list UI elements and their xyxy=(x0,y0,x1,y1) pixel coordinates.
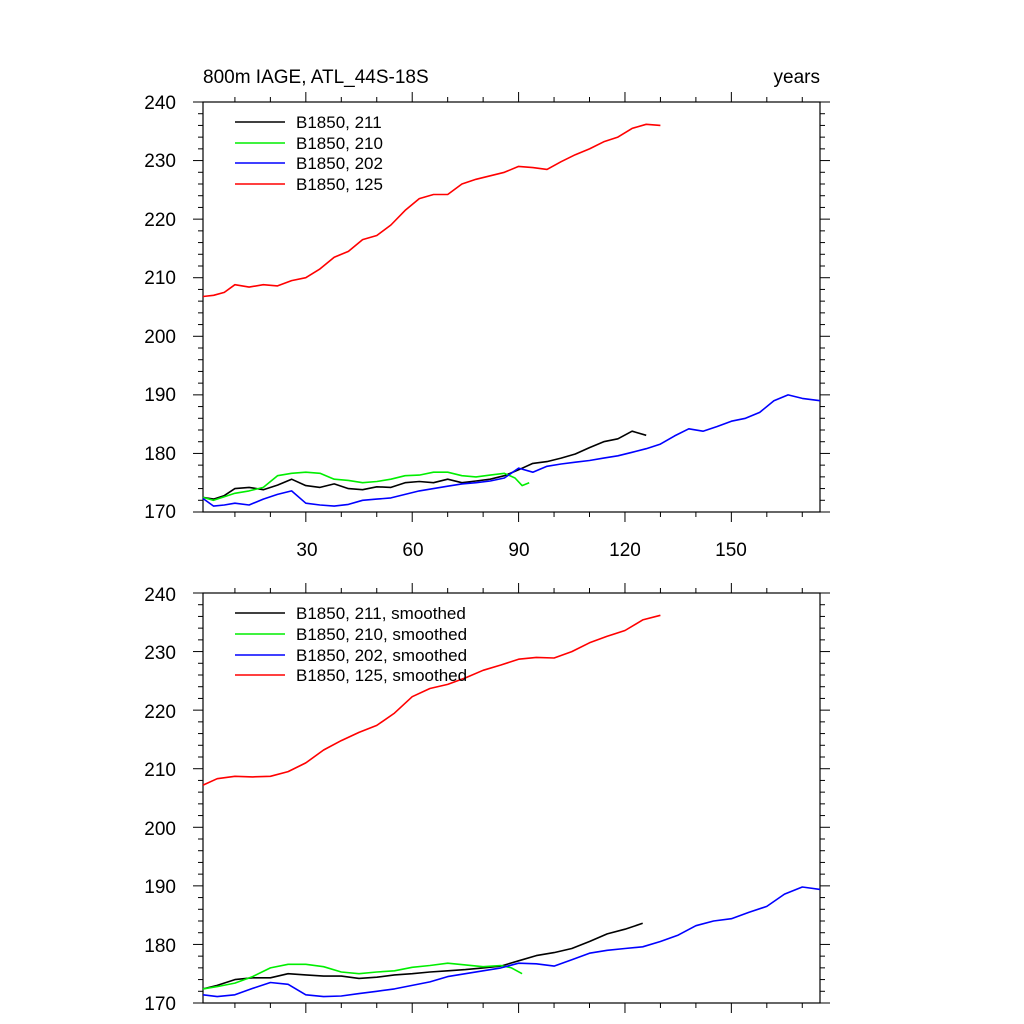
bottom-minor-ticks xyxy=(198,588,825,1008)
top-series-line-0 xyxy=(202,430,647,500)
bottom-series-line-2 xyxy=(202,886,821,998)
top-ytick-label: 190 xyxy=(144,385,176,406)
legend-label-202: B1850, 202 xyxy=(296,154,383,173)
top-major-ticks xyxy=(193,92,830,522)
bottom-plot-frame xyxy=(202,592,821,1004)
legend-label-210: B1850, 210 xyxy=(296,134,383,153)
top-legend: B1850, 211 B1850, 210 B1850, 202 B1850, … xyxy=(235,113,383,194)
top-plot-frame xyxy=(202,101,821,513)
legend-label-125-smoothed: B1850, 125, smoothed xyxy=(296,666,467,685)
top-ytick-label: 200 xyxy=(144,327,176,348)
bottom-ytick-label: 210 xyxy=(144,760,176,781)
bottom-ytick-label: 220 xyxy=(144,702,176,723)
top-ytick-label: 240 xyxy=(144,93,176,114)
bottom-ytick-label: 230 xyxy=(144,643,176,664)
top-series-line-1 xyxy=(202,471,530,502)
top-ytick-label: 170 xyxy=(144,502,176,523)
top-series-line-3 xyxy=(202,123,661,298)
bottom-series-line-1 xyxy=(202,962,523,990)
bottom-major-ticks xyxy=(193,583,830,1013)
top-series-group xyxy=(202,123,821,507)
bottom-series-group xyxy=(202,614,821,998)
top-panel: 800m IAGE, ATL_44S-18S years 170 180 190… xyxy=(144,67,830,561)
legend-label-202-smoothed: B1850, 202, smoothed xyxy=(296,646,467,665)
bottom-series-line-0 xyxy=(202,922,643,990)
top-xtick-label: 60 xyxy=(402,540,423,561)
bottom-ytick-label: 240 xyxy=(144,585,176,606)
bottom-ytick-label: 180 xyxy=(144,936,176,957)
top-minor-ticks xyxy=(198,97,825,517)
legend-label-211: B1850, 211 xyxy=(296,113,382,132)
legend-label-210-smoothed: B1850, 210, smoothed xyxy=(296,625,467,644)
top-ytick-label: 180 xyxy=(144,444,176,465)
top-title: 800m IAGE, ATL_44S-18S xyxy=(203,67,429,88)
top-xtick-label: 150 xyxy=(715,540,747,561)
legend-label-125: B1850, 125 xyxy=(296,175,383,194)
bottom-ytick-label: 200 xyxy=(144,819,176,840)
top-xtick-label: 120 xyxy=(609,540,641,561)
top-ytick-label: 230 xyxy=(144,151,176,172)
top-xtick-label: 90 xyxy=(508,540,529,561)
top-ytick-label: 210 xyxy=(144,268,176,289)
bottom-series-line-3 xyxy=(202,614,661,786)
bottom-legend: B1850, 211, smoothed B1850, 210, smoothe… xyxy=(235,604,467,685)
bottom-ytick-label: 170 xyxy=(144,994,176,1015)
legend-label-211-smoothed: B1850, 211, smoothed xyxy=(296,604,466,623)
top-xtick-label: 30 xyxy=(296,540,317,561)
bottom-ytick-label: 190 xyxy=(144,877,176,898)
top-series-line-2 xyxy=(202,394,821,507)
bottom-panel: 170 180 190 200 210 220 230 240 B1850, 2… xyxy=(144,583,830,1015)
top-title-units: years xyxy=(774,67,820,88)
top-ytick-label: 220 xyxy=(144,210,176,231)
